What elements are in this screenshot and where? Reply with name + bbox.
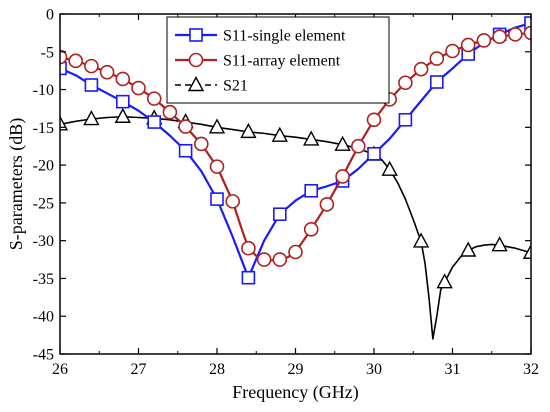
legend-label-s11-single-element: S11-single element [223, 28, 346, 45]
data-point-s11-array-element-5 [131, 80, 146, 96]
data-point-s11-array-element-4 [115, 71, 131, 87]
axes-layer: 26 27 28 29 30 31 32 0 -5 -10 -15 -20 -25 -30 -35 -40 -4… [6, 7, 539, 404]
data-point-s11-single-element-6 [241, 270, 256, 285]
data-point-s21-15 [491, 236, 508, 252]
data-point-s11-single-element-5 [210, 192, 224, 206]
y-tick-label--10: -10 [33, 82, 54, 99]
legend-marker-s21 [187, 76, 205, 92]
data-point-s11-array-element-17 [319, 197, 335, 212]
data-point-s11-array-element-1 [68, 53, 83, 69]
data-point-s11-array-element-10 [209, 159, 225, 174]
y-tick-label--45: -45 [33, 347, 54, 364]
data-point-s11-single-element-0 [60, 61, 67, 76]
x-axis-title: Frequency (GHz) [232, 382, 358, 403]
data-point-s11-array-element-26 [460, 37, 476, 53]
data-point-s21-8 [303, 130, 320, 146]
series-layer [60, 16, 531, 340]
data-point-s21-14 [460, 241, 477, 257]
data-point-s11-single-element-15 [524, 16, 531, 30]
data-point-s11-array-element-12 [241, 240, 256, 256]
y-tick-label--5: -5 [41, 44, 54, 61]
y-tick-label--15: -15 [33, 120, 54, 137]
data-point-s11-single-element-1 [84, 78, 99, 92]
data-point-s11-array-element-11 [225, 194, 240, 209]
data-point-s11-single-element-2 [116, 94, 130, 109]
x-tick-label-28: 28 [209, 361, 225, 378]
y-tick-label--30: -30 [33, 233, 54, 250]
data-point-s11-array-element-19 [350, 138, 366, 154]
data-point-s11-array-element-9 [194, 136, 209, 152]
x-tick-label-30: 30 [366, 361, 382, 378]
data-point-s21-0 [60, 115, 69, 131]
data-point-s11-single-element-10 [367, 146, 381, 161]
y-tick-label--35: -35 [33, 271, 54, 288]
x-tick-label-27: 27 [131, 361, 147, 378]
legend: S11-single element S11-array element S21 [166, 16, 390, 104]
data-point-s11-array-element-15 [288, 244, 303, 260]
data-point-s21-2 [114, 107, 131, 123]
data-point-s11-array-element-8 [178, 119, 193, 134]
y-axis-title: S-parameters (dB) [6, 118, 27, 250]
data-point-s11-array-element-16 [303, 222, 319, 237]
series-line-s21 [60, 115, 531, 340]
data-point-s11-array-element-3 [99, 64, 115, 80]
data-point-s11-array-element-6 [146, 91, 162, 106]
y-tick-label--20: -20 [33, 158, 54, 175]
data-point-s11-array-element-18 [335, 169, 350, 184]
data-point-s11-single-element-4 [178, 143, 193, 158]
y-tick-label--40: -40 [33, 309, 54, 326]
data-point-s11-array-element-7 [162, 104, 178, 120]
data-point-s11-array-element-28 [492, 29, 507, 44]
x-tick-label-31: 31 [445, 361, 461, 378]
data-point-s11-array-element-23 [413, 61, 429, 77]
data-point-s21-11 [381, 160, 398, 176]
legend-marker-s11-array-element [188, 52, 204, 68]
data-point-s11-single-element-11 [398, 112, 413, 127]
data-point-s11-array-element-22 [398, 75, 413, 91]
data-point-s21-12 [412, 232, 430, 248]
data-point-s11-array-element-20 [366, 112, 382, 128]
y-tick-label-0: 0 [46, 7, 54, 24]
legend-label-s21: S21 [223, 78, 248, 95]
data-point-s21-9 [334, 135, 351, 151]
data-point-s21-16 [522, 243, 531, 259]
data-point-s11-array-element-14 [272, 252, 288, 267]
data-point-s11-array-element-0 [60, 49, 68, 65]
legend-marker-s11-single-element [189, 28, 203, 42]
series-line-s11-single-element [60, 22, 531, 279]
data-point-s11-single-element-3 [147, 115, 161, 129]
data-point-s11-array-element-29 [507, 27, 523, 42]
data-point-s11-array-element-24 [429, 51, 445, 66]
y-tick-label--25: -25 [33, 195, 54, 212]
data-point-s11-array-element-25 [445, 43, 460, 59]
legend-label-s11-array-element: S11-array element [223, 53, 341, 70]
data-point-s11-single-element-12 [429, 75, 444, 89]
data-point-s21-13 [436, 273, 453, 289]
data-point-s21-5 [208, 118, 226, 134]
x-tick-label-26: 26 [52, 361, 68, 378]
data-point-s11-array-element-30 [523, 25, 531, 41]
series-s21 [60, 107, 531, 340]
data-point-s21-6 [240, 122, 257, 139]
data-point-s11-array-element-2 [84, 58, 99, 74]
data-point-s11-single-element-8 [304, 184, 319, 198]
data-point-s21-7 [271, 126, 288, 142]
data-point-s11-array-element-27 [476, 33, 492, 48]
x-tick-label-32: 32 [523, 361, 539, 378]
data-point-s21-1 [83, 110, 100, 126]
data-point-s11-single-element-7 [272, 207, 287, 222]
data-point-s11-array-element-13 [256, 252, 272, 267]
x-tick-label-29: 29 [288, 361, 304, 378]
